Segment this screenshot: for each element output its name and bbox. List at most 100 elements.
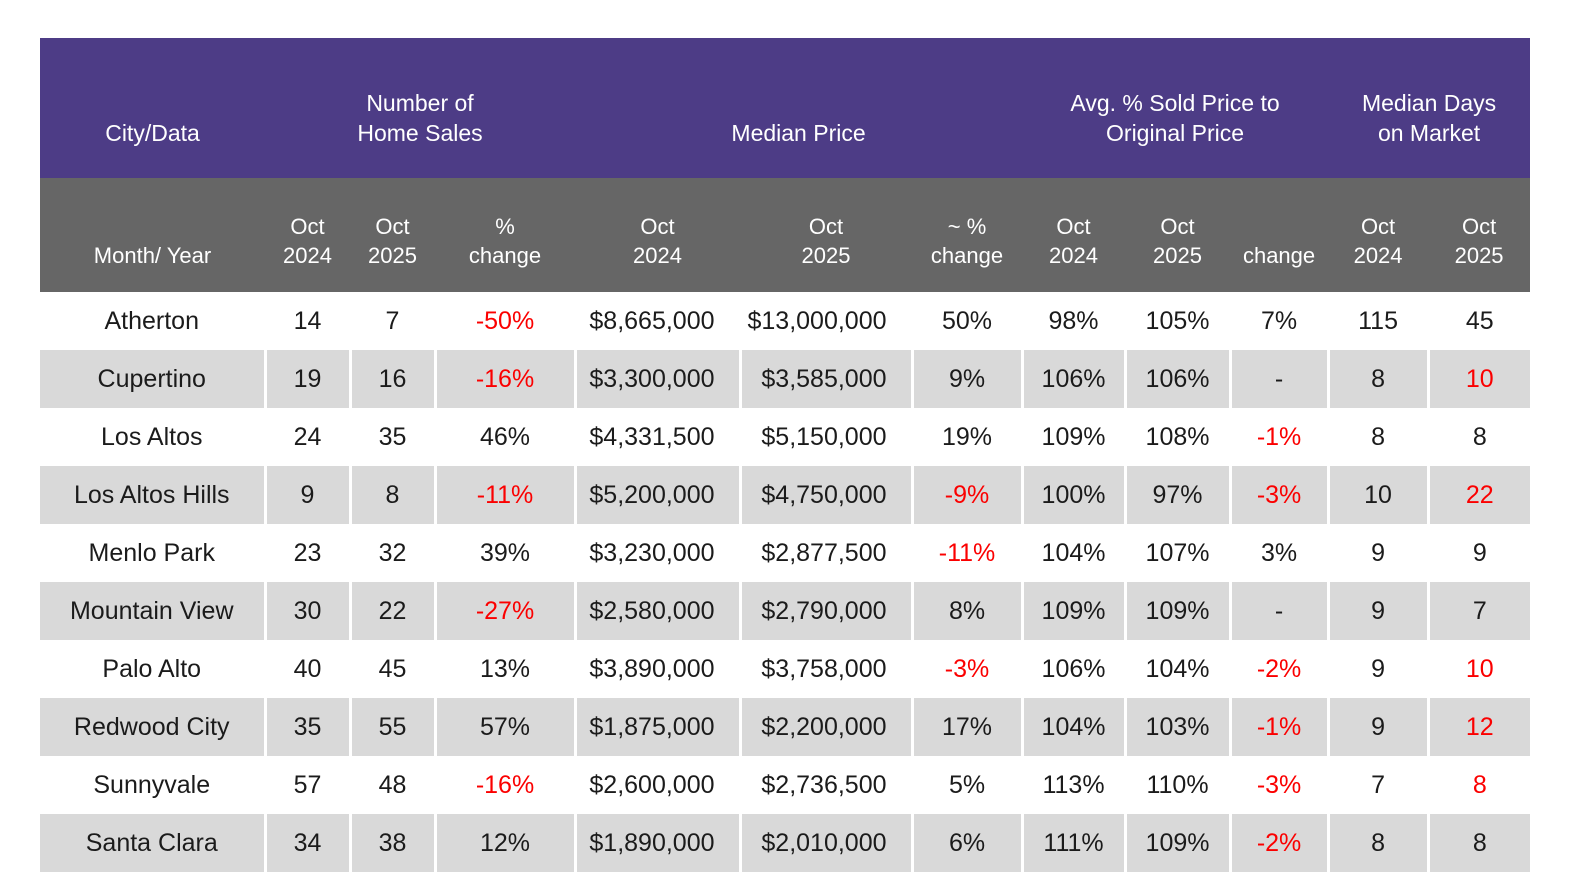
table-row: Los Altos Hills 9 8 -11% $5,200,000 $4,750,00… bbox=[40, 466, 1531, 524]
value-cell: $4,331,500 bbox=[573, 408, 741, 466]
value-cell: 10 bbox=[1426, 350, 1531, 408]
value-cell: -3% bbox=[1228, 466, 1329, 524]
subheader-days-oct-2025: Oct 2025 bbox=[1428, 178, 1531, 292]
city-cell: Mountain View bbox=[40, 582, 265, 640]
value-cell: $2,200,000 bbox=[738, 698, 913, 756]
value-cell: 8% bbox=[910, 582, 1023, 640]
value-cell: -50% bbox=[433, 292, 576, 350]
value-cell: 9 bbox=[1426, 524, 1531, 582]
value-cell: 113% bbox=[1020, 756, 1126, 814]
city-cell: Cupertino bbox=[40, 350, 265, 408]
subheader-days-oct-2024: Oct 2024 bbox=[1328, 178, 1429, 292]
real-estate-stats-table: City/Data Number of Home Sales Median Pr… bbox=[40, 38, 1531, 872]
value-cell: 35 bbox=[263, 698, 350, 756]
value-cell: $5,150,000 bbox=[738, 408, 913, 466]
value-cell: $1,875,000 bbox=[573, 698, 741, 756]
value-cell: 8 bbox=[1426, 408, 1531, 466]
subheader-sales-oct-2025: Oct 2025 bbox=[350, 178, 435, 292]
value-cell: 7 bbox=[1426, 582, 1531, 640]
table-row: Menlo Park 23 32 39% $3,230,000 $2,877,500 -11… bbox=[40, 524, 1531, 582]
subheader-price-pct-change: ~ % change bbox=[912, 178, 1023, 292]
value-cell: 109% bbox=[1020, 408, 1126, 466]
subheader-sales-oct-2024: Oct 2024 bbox=[265, 178, 350, 292]
value-cell: 109% bbox=[1123, 814, 1231, 872]
subheader-avg-change: change bbox=[1230, 178, 1329, 292]
value-cell: -1% bbox=[1228, 408, 1329, 466]
value-cell: 109% bbox=[1123, 582, 1231, 640]
value-cell: $5,200,000 bbox=[573, 466, 741, 524]
value-cell: 108% bbox=[1123, 408, 1231, 466]
value-cell: 6% bbox=[910, 814, 1023, 872]
value-cell: 19 bbox=[263, 350, 350, 408]
value-cell: - bbox=[1228, 582, 1329, 640]
value-cell: 107% bbox=[1123, 524, 1231, 582]
header-city-data: City/Data bbox=[40, 38, 265, 178]
value-cell: 7 bbox=[1326, 756, 1429, 814]
value-cell: 45 bbox=[348, 640, 435, 698]
value-cell: -27% bbox=[433, 582, 576, 640]
value-cell: 109% bbox=[1020, 582, 1126, 640]
city-cell: Los Altos Hills bbox=[40, 466, 265, 524]
value-cell: 115 bbox=[1326, 292, 1429, 350]
city-cell: Redwood City bbox=[40, 698, 265, 756]
value-cell: -16% bbox=[433, 350, 576, 408]
value-cell: -3% bbox=[1228, 756, 1329, 814]
value-cell: 12% bbox=[433, 814, 576, 872]
subheader-avg-oct-2024: Oct 2024 bbox=[1022, 178, 1126, 292]
value-cell: 57% bbox=[433, 698, 576, 756]
value-cell: $3,300,000 bbox=[573, 350, 741, 408]
value-cell: 98% bbox=[1020, 292, 1126, 350]
value-cell: $2,010,000 bbox=[738, 814, 913, 872]
header-avg-pct-sold-to-original: Avg. % Sold Price to Original Price bbox=[1022, 38, 1329, 178]
value-cell: 9 bbox=[1326, 582, 1429, 640]
value-cell: 10 bbox=[1426, 640, 1531, 698]
value-cell: 38 bbox=[348, 814, 435, 872]
value-cell: 14 bbox=[263, 292, 350, 350]
value-cell: -16% bbox=[433, 756, 576, 814]
table-row: Palo Alto 40 45 13% $3,890,000 $3,758,000 -3% 1… bbox=[40, 640, 1531, 698]
value-cell: 8 bbox=[1426, 756, 1531, 814]
value-cell: 104% bbox=[1123, 640, 1231, 698]
subheader-price-oct-2024: Oct 2024 bbox=[575, 178, 741, 292]
value-cell: -3% bbox=[910, 640, 1023, 698]
value-cell: 106% bbox=[1123, 350, 1231, 408]
value-cell: 13% bbox=[433, 640, 576, 698]
value-cell: 8 bbox=[1426, 814, 1531, 872]
value-cell: 106% bbox=[1020, 640, 1126, 698]
subheader-price-oct-2025: Oct 2025 bbox=[740, 178, 913, 292]
value-cell: 7% bbox=[1228, 292, 1329, 350]
value-cell: -11% bbox=[910, 524, 1023, 582]
value-cell: $1,890,000 bbox=[573, 814, 741, 872]
header-median-price: Median Price bbox=[575, 38, 1023, 178]
value-cell: - bbox=[1228, 350, 1329, 408]
value-cell: 110% bbox=[1123, 756, 1231, 814]
value-cell: 104% bbox=[1020, 524, 1126, 582]
value-cell: $2,600,000 bbox=[573, 756, 741, 814]
header-number-of-home-sales: Number of Home Sales bbox=[265, 38, 576, 178]
value-cell: 97% bbox=[1123, 466, 1231, 524]
value-cell: $2,877,500 bbox=[738, 524, 913, 582]
value-cell: 8 bbox=[1326, 814, 1429, 872]
value-cell: -1% bbox=[1228, 698, 1329, 756]
value-cell: 35 bbox=[348, 408, 435, 466]
value-cell: 46% bbox=[433, 408, 576, 466]
table-row: Mountain View 30 22 -27% $2,580,000 $2,790,00… bbox=[40, 582, 1531, 640]
value-cell: 57 bbox=[263, 756, 350, 814]
city-cell: Atherton bbox=[40, 292, 265, 350]
value-cell: 100% bbox=[1020, 466, 1126, 524]
value-cell: 3% bbox=[1228, 524, 1329, 582]
value-cell: 34 bbox=[263, 814, 350, 872]
value-cell: 103% bbox=[1123, 698, 1231, 756]
group-header-row: City/Data Number of Home Sales Median Pr… bbox=[40, 38, 1531, 178]
table-row: Redwood City 35 55 57% $1,875,000 $2,200,000 1… bbox=[40, 698, 1531, 756]
value-cell: 48 bbox=[348, 756, 435, 814]
value-cell: $8,665,000 bbox=[573, 292, 741, 350]
value-cell: -11% bbox=[433, 466, 576, 524]
value-cell: -9% bbox=[910, 466, 1023, 524]
value-cell: $3,758,000 bbox=[738, 640, 913, 698]
value-cell: 105% bbox=[1123, 292, 1231, 350]
value-cell: 23 bbox=[263, 524, 350, 582]
value-cell: 8 bbox=[1326, 350, 1429, 408]
value-cell: 17% bbox=[910, 698, 1023, 756]
value-cell: 9 bbox=[1326, 640, 1429, 698]
